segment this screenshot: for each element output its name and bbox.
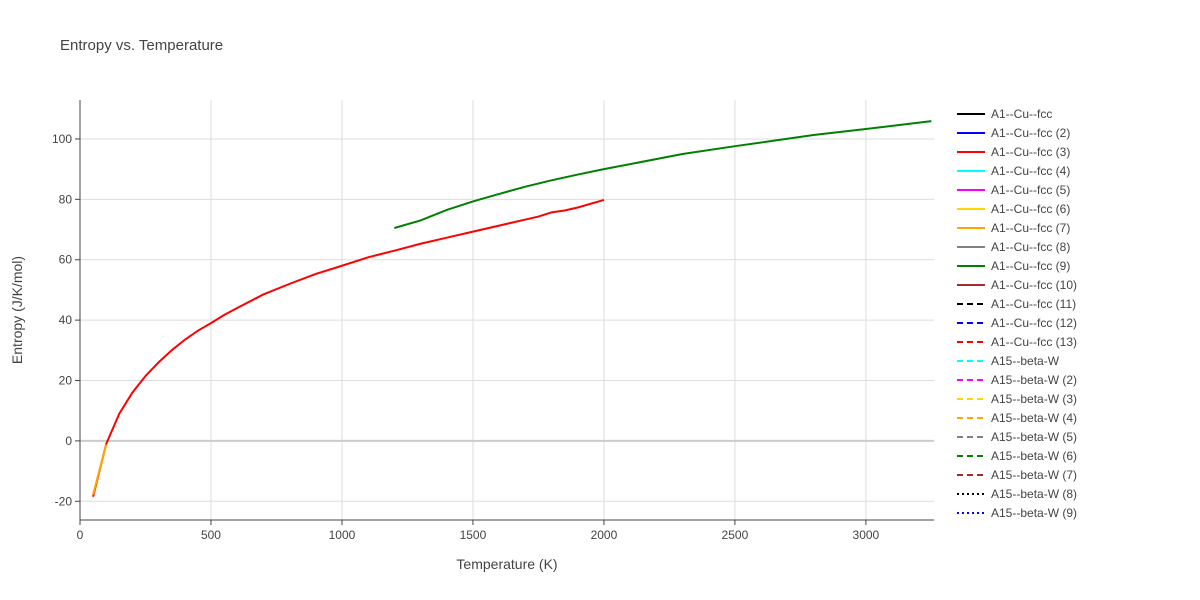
legend-item[interactable]: A15--beta-W (3) (957, 392, 1077, 406)
legend-label: A15--beta-W (8) (991, 487, 1077, 501)
series-line (92, 444, 108, 495)
y-tick-label: 40 (59, 313, 73, 327)
legend-label: A1--Cu--fcc (2) (991, 126, 1070, 140)
y-tick-label: 80 (59, 192, 73, 206)
legend-label: A15--beta-W (5) (991, 430, 1077, 444)
legend-label: A1--Cu--fcc (991, 107, 1052, 121)
legend-item[interactable]: A15--beta-W (957, 354, 1060, 368)
y-axis-label: Entropy (J/K/mol) (9, 256, 25, 364)
legend-label: A1--Cu--fcc (9) (991, 259, 1070, 273)
legend-item[interactable]: A1--Cu--fcc (3) (957, 145, 1070, 159)
legend-item[interactable]: A1--Cu--fcc (957, 107, 1052, 121)
legend-label: A15--beta-W (9) (991, 506, 1077, 520)
legend-label: A1--Cu--fcc (12) (991, 316, 1077, 330)
legend-item[interactable]: A1--Cu--fcc (8) (957, 240, 1070, 254)
legend-label: A1--Cu--fcc (7) (991, 221, 1070, 235)
x-tick-label: 3000 (853, 528, 880, 542)
legend-item[interactable]: A1--Cu--fcc (10) (957, 278, 1077, 292)
y-tick-label: 100 (52, 132, 72, 146)
legend-label: A1--Cu--fcc (4) (991, 164, 1070, 178)
legend-item[interactable]: A15--beta-W (5) (957, 430, 1077, 444)
legend-item[interactable]: A1--Cu--fcc (9) (957, 259, 1070, 273)
legend-label: A15--beta-W (2) (991, 373, 1077, 387)
legend-label: A1--Cu--fcc (3) (991, 145, 1070, 159)
series-line (92, 198, 605, 497)
legend-item[interactable]: A1--Cu--fcc (4) (957, 164, 1070, 178)
legend-item[interactable]: A15--beta-W (2) (957, 373, 1077, 387)
legend-item[interactable]: A15--beta-W (7) (957, 468, 1077, 482)
legend-item[interactable]: A1--Cu--fcc (2) (957, 126, 1070, 140)
legend-label: A1--Cu--fcc (11) (991, 297, 1076, 311)
legend-label: A1--Cu--fcc (8) (991, 240, 1070, 254)
legend-label: A1--Cu--fcc (13) (991, 335, 1077, 349)
y-tick-label: 60 (59, 253, 73, 267)
x-tick-label: 1000 (329, 528, 356, 542)
x-tick-label: 2500 (722, 528, 749, 542)
legend-item[interactable]: A15--beta-W (9) (957, 506, 1077, 520)
legend-label: A1--Cu--fcc (10) (991, 278, 1077, 292)
legend-label: A1--Cu--fcc (5) (991, 183, 1070, 197)
x-tick-label: 2000 (591, 528, 618, 542)
legend-label: A15--beta-W (6) (991, 449, 1077, 463)
legend-item[interactable]: A1--Cu--fcc (6) (957, 202, 1070, 216)
legend-label: A15--beta-W (3) (991, 392, 1077, 406)
legend-item[interactable]: A15--beta-W (8) (957, 487, 1077, 501)
legend-label: A15--beta-W (4) (991, 411, 1077, 425)
legend-item[interactable]: A1--Cu--fcc (7) (957, 221, 1070, 235)
legend-item[interactable]: A15--beta-W (4) (957, 411, 1077, 425)
y-tick-label: -20 (55, 494, 73, 508)
legend-item[interactable]: A15--beta-W (6) (957, 449, 1077, 463)
x-axis-label: Temperature (K) (456, 556, 557, 572)
legend-label: A1--Cu--fcc (6) (991, 202, 1070, 216)
x-tick-label: 500 (201, 528, 221, 542)
legend-label: A15--beta-W (7) (991, 468, 1077, 482)
y-tick-label: 0 (65, 434, 72, 448)
chart-title: Entropy vs. Temperature (60, 37, 223, 54)
legend-item[interactable]: A1--Cu--fcc (12) (957, 316, 1077, 330)
x-tick-label: 0 (77, 528, 84, 542)
legend-item[interactable]: A1--Cu--fcc (13) (957, 335, 1077, 349)
x-tick-label: 1500 (460, 528, 487, 542)
series-line (394, 120, 932, 229)
legend-label: A15--beta-W (991, 354, 1060, 368)
legend-item[interactable]: A1--Cu--fcc (11) (957, 297, 1076, 311)
y-tick-label: 20 (59, 374, 73, 388)
legend-item[interactable]: A1--Cu--fcc (5) (957, 183, 1070, 197)
